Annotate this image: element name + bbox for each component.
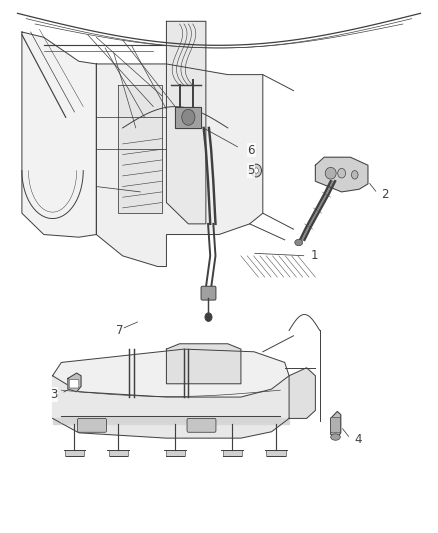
- FancyBboxPatch shape: [331, 417, 340, 433]
- FancyBboxPatch shape: [109, 450, 128, 456]
- Text: 6: 6: [247, 144, 255, 157]
- Polygon shape: [166, 344, 241, 384]
- Polygon shape: [53, 349, 289, 397]
- FancyBboxPatch shape: [223, 450, 242, 456]
- FancyBboxPatch shape: [69, 379, 79, 388]
- FancyBboxPatch shape: [201, 286, 216, 300]
- Text: 7: 7: [116, 324, 124, 337]
- Ellipse shape: [295, 239, 303, 246]
- Polygon shape: [96, 64, 263, 266]
- Polygon shape: [289, 368, 315, 418]
- Circle shape: [254, 168, 258, 173]
- FancyBboxPatch shape: [78, 418, 106, 432]
- Polygon shape: [166, 21, 206, 224]
- Text: 3: 3: [50, 388, 58, 401]
- Polygon shape: [175, 107, 201, 128]
- Text: 5: 5: [247, 164, 255, 177]
- Polygon shape: [331, 411, 341, 438]
- Circle shape: [205, 313, 212, 321]
- FancyBboxPatch shape: [266, 450, 286, 456]
- Text: 1: 1: [311, 249, 318, 262]
- Polygon shape: [53, 376, 289, 438]
- Ellipse shape: [325, 167, 336, 179]
- FancyBboxPatch shape: [166, 450, 185, 456]
- Text: 4: 4: [355, 433, 362, 446]
- Polygon shape: [315, 157, 368, 192]
- Ellipse shape: [338, 168, 346, 178]
- Polygon shape: [53, 418, 289, 424]
- Polygon shape: [22, 32, 96, 237]
- Ellipse shape: [331, 434, 340, 440]
- Ellipse shape: [351, 171, 358, 179]
- Circle shape: [251, 164, 261, 177]
- Polygon shape: [61, 416, 280, 422]
- Circle shape: [182, 109, 195, 125]
- Polygon shape: [118, 85, 162, 213]
- FancyBboxPatch shape: [65, 450, 84, 456]
- Polygon shape: [68, 373, 81, 392]
- Text: 2: 2: [381, 188, 389, 201]
- FancyBboxPatch shape: [187, 418, 216, 432]
